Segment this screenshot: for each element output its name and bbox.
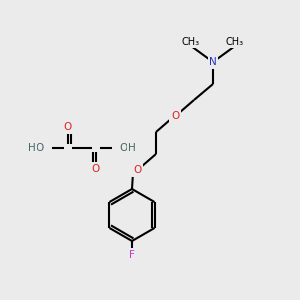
Text: H: H xyxy=(128,143,136,153)
Text: O: O xyxy=(133,165,141,175)
Text: H: H xyxy=(28,143,36,153)
Text: O: O xyxy=(64,122,72,132)
Text: CH₃: CH₃ xyxy=(182,37,200,47)
Text: F: F xyxy=(129,250,135,260)
Text: O: O xyxy=(92,164,100,174)
Text: N: N xyxy=(209,57,217,67)
Text: O: O xyxy=(36,143,44,153)
Text: O: O xyxy=(171,111,179,121)
Text: O: O xyxy=(120,143,128,153)
Text: CH₃: CH₃ xyxy=(226,37,244,47)
